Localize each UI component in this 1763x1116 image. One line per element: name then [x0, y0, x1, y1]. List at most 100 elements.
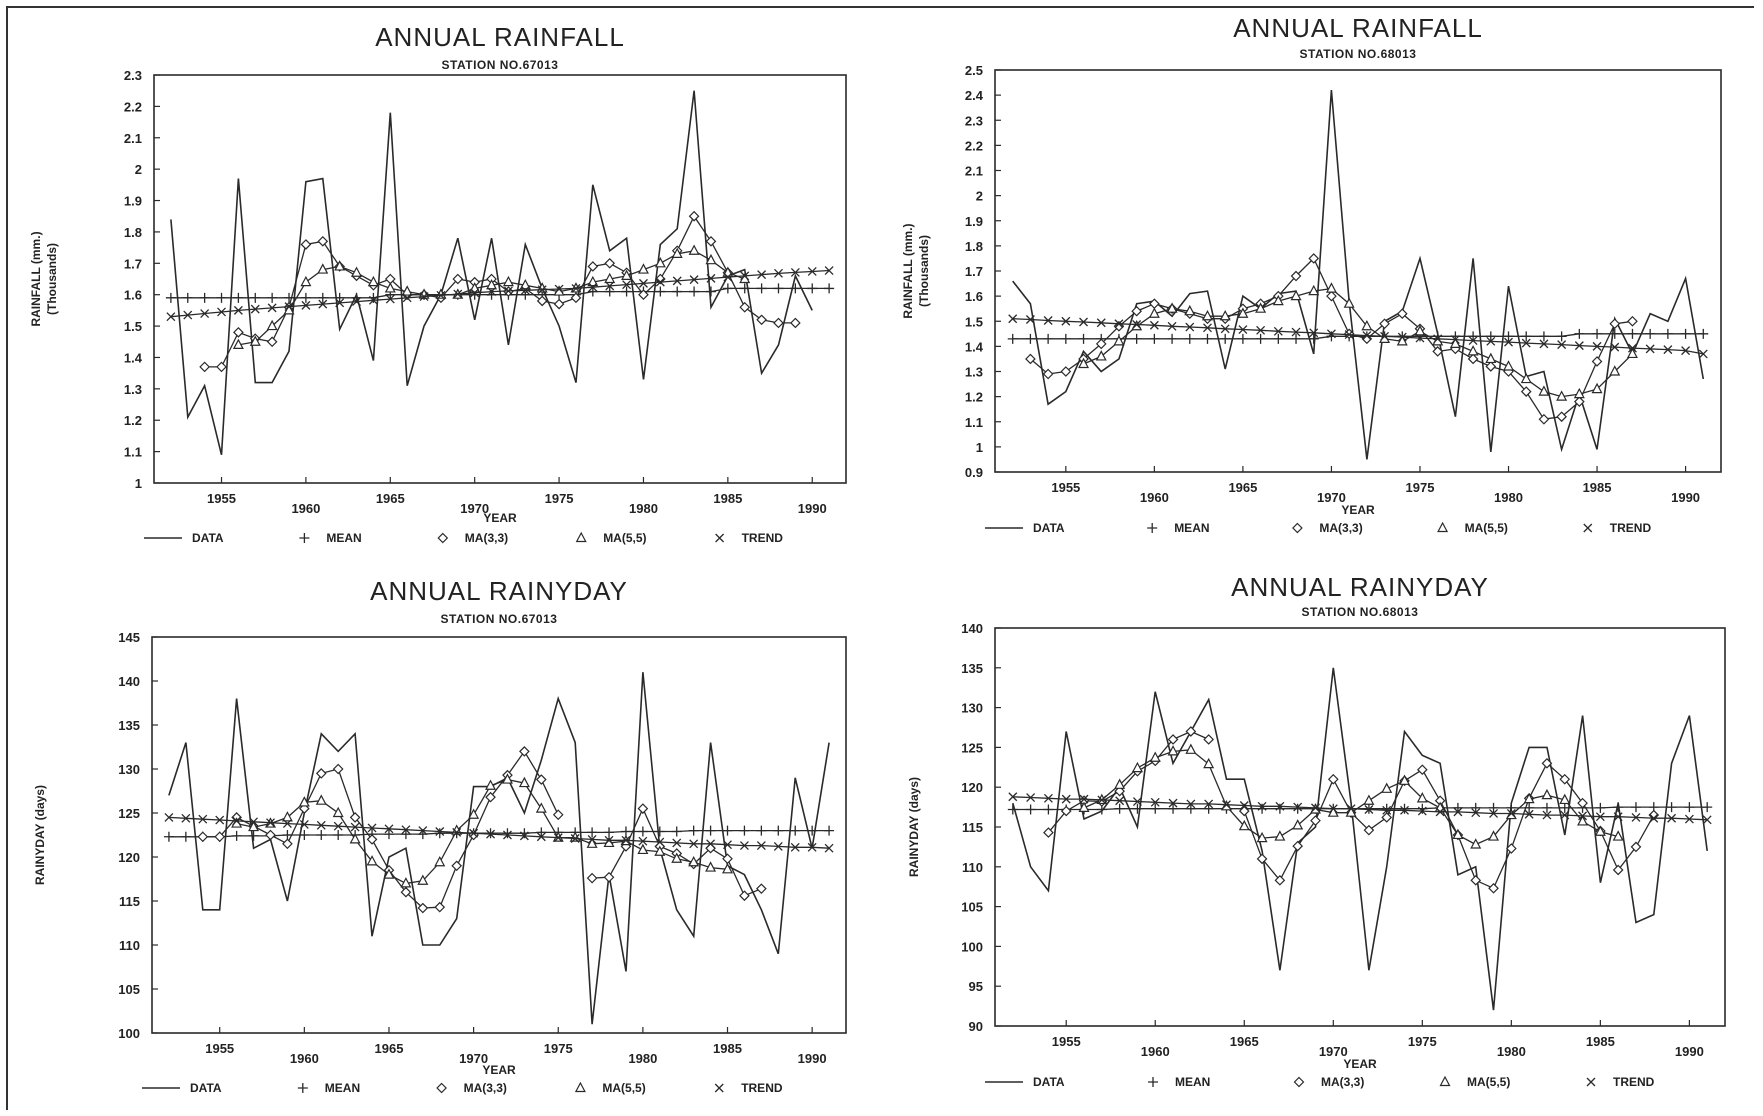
series-ma-5-5-point [1184, 304, 1196, 316]
series-trend-point [1504, 337, 1513, 347]
series-ma-5-5-point [688, 855, 700, 867]
series-ma-3-3-point [638, 289, 649, 301]
series-trend-point [1186, 799, 1196, 809]
series-ma-3-3-point [519, 746, 530, 757]
series-data-line [1012, 667, 1708, 1011]
y-axis-label: RAINYDAY (days) [33, 785, 47, 885]
series-trend-point [419, 292, 429, 302]
series-mean-point [1538, 331, 1549, 342]
x-tick-label: 1985 [1583, 480, 1612, 495]
series-ma-5-5-point [671, 852, 683, 863]
series-ma-3-3-point [1381, 812, 1393, 823]
series-ma-3-3-point [233, 327, 244, 338]
series-ma-5-5-point [1327, 806, 1339, 817]
series-mean-point [1132, 803, 1143, 814]
y-tick-label: 130 [118, 762, 140, 777]
series-trend-point [232, 816, 242, 826]
series-mean-point [1399, 803, 1410, 814]
series-ma-3-3-point [1185, 726, 1197, 737]
series-trend-point [1364, 805, 1374, 814]
series-ma-5-5-point [1626, 347, 1638, 359]
series-trend-point [519, 831, 529, 841]
series-ma-5-5-point [1573, 387, 1585, 399]
series-ma-3-3-point [282, 838, 293, 850]
legend-diamond-icon [1293, 1076, 1305, 1088]
series-ma-5-5-point [1167, 745, 1179, 756]
y-tick-label: 1.6 [965, 289, 983, 304]
series-ma-3-3-point [1308, 253, 1320, 264]
series-ma-3-3-point [451, 860, 463, 872]
series-ma-3-3-point [1432, 346, 1444, 357]
series-ma-5-5-point [486, 278, 498, 290]
series-ma-3-3-point [654, 273, 666, 285]
series-ma-3-3-point [1060, 366, 1072, 377]
series-mean-point [1114, 803, 1125, 814]
series-ma-3-3-point [1131, 305, 1143, 317]
series-mean-point [1485, 331, 1496, 342]
series-ma-5-5-point [317, 263, 329, 274]
series-trend-point [1344, 330, 1354, 340]
series-mean-point [231, 830, 242, 841]
x-tick-label: 1965 [376, 491, 405, 506]
series-ma-3-3-point [756, 314, 767, 326]
series-ma-3-3-point [1114, 785, 1125, 797]
x-tick-label: 1985 [1586, 1034, 1615, 1049]
series-trend-point [1649, 813, 1659, 823]
series-trend-point [1453, 807, 1463, 817]
series-mean-point [1592, 328, 1603, 339]
series-ma-5-5-point [671, 247, 683, 258]
series-mean-point [267, 292, 278, 303]
series-mean-point [604, 827, 615, 838]
y-tick-label: 2.5 [965, 63, 983, 78]
series-ma-5-5-point [332, 806, 344, 818]
series-trend-point [1238, 325, 1248, 335]
series-trend-point [1043, 316, 1053, 325]
series-ma-3-3-point [570, 292, 582, 304]
series-ma-3-3-point [722, 853, 733, 865]
series-ma-5-5-point [400, 877, 412, 888]
series-ma-5-5-point [1399, 774, 1411, 785]
y-tick-label: 110 [119, 938, 140, 953]
chart-panel-3: ANNUAL RAINYDAY STATION NO.67013 100 105 110… [33, 576, 847, 1095]
series-trend-point [1257, 801, 1267, 811]
legend-x-icon [1583, 523, 1593, 533]
series-ma-5-5-point [1256, 831, 1268, 843]
legend-label: MA(3,3) [1321, 1075, 1364, 1089]
series-mean-point [1630, 802, 1641, 813]
legend-label: TREND [1610, 521, 1652, 535]
series-ma-5-5-point [1131, 761, 1143, 773]
series-ma-3-3-point [266, 336, 278, 348]
y-tick-label: 105 [118, 982, 140, 997]
series-mean-point [1149, 333, 1160, 344]
series-trend-point [350, 822, 360, 832]
series-mean-point [1007, 333, 1018, 344]
series-trend-point [1574, 341, 1584, 351]
series-trend-point [335, 298, 345, 308]
series-mean-point [807, 825, 818, 836]
y-tick-label: 105 [961, 900, 983, 915]
series-ma-3-3-point [349, 812, 361, 823]
series-ma-3-3-point [1363, 824, 1375, 836]
legend-label: MA(3,3) [1319, 521, 1362, 535]
series-trend-point [384, 824, 394, 834]
series-mean-point [1025, 333, 1036, 344]
series-ma-5-5-point [705, 861, 717, 872]
series-ma-5-5 [1078, 282, 1638, 401]
legend-triangle-icon [1439, 1075, 1451, 1087]
series-trend-point [689, 275, 699, 285]
series-trend-point [1578, 811, 1588, 821]
legend-label: TREND [742, 531, 784, 545]
series-ma-5-5-point [417, 874, 429, 885]
series-trend-point [487, 287, 497, 297]
y-axis-label: RAINFALL (mm.) [901, 223, 915, 318]
series-mean-point [587, 827, 598, 838]
series-trend-point [1698, 349, 1708, 359]
series-trend-point [435, 827, 445, 836]
series-mean-point [1220, 333, 1231, 344]
series-trend-point [689, 839, 699, 849]
y-tick-label: 1.4 [965, 339, 984, 354]
series-mean-point [216, 292, 227, 303]
series-mean-point [333, 830, 344, 840]
y-tick-label: 1.3 [965, 365, 983, 380]
series-mean [1007, 802, 1713, 815]
